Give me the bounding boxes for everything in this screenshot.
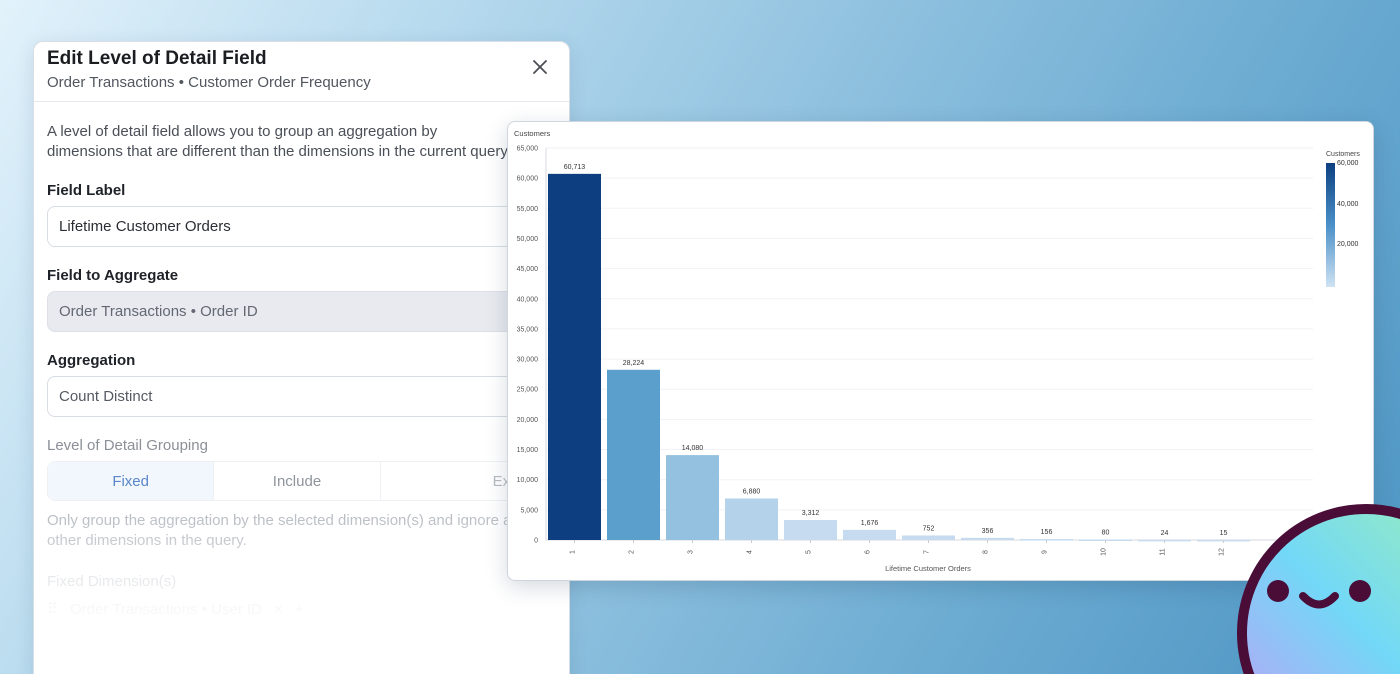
- bar: [1020, 539, 1073, 541]
- svg-text:50,000: 50,000: [517, 236, 539, 243]
- grouping-heading: Level of Detail Grouping: [47, 437, 208, 454]
- y-axis-title: Customers: [514, 129, 551, 138]
- fixed-dimensions-row: ⠿ Order Transactions • User ID × +: [47, 600, 556, 619]
- svg-text:8: 8: [983, 550, 990, 554]
- svg-text:3,312: 3,312: [802, 510, 820, 517]
- svg-text:15,000: 15,000: [517, 447, 539, 454]
- grouping-segmented-control: Fixed Include Exclude: [47, 461, 547, 501]
- svg-text:45,000: 45,000: [517, 266, 539, 273]
- legend-title: Customers: [1326, 151, 1360, 158]
- svg-text:2: 2: [629, 550, 636, 554]
- drag-handle-icon[interactable]: ⠿: [47, 601, 58, 618]
- svg-text:5: 5: [806, 550, 813, 554]
- field-label-input[interactable]: Lifetime Customer Orders: [47, 206, 547, 247]
- bar: [843, 529, 896, 540]
- dialog-subtitle: Order Transactions • Customer Order Freq…: [47, 74, 371, 91]
- svg-text:1,676: 1,676: [861, 520, 879, 527]
- svg-text:6: 6: [865, 550, 872, 554]
- svg-text:65,000: 65,000: [517, 146, 539, 153]
- bar: [902, 535, 955, 540]
- bar: [666, 455, 719, 540]
- svg-text:11: 11: [1160, 548, 1167, 555]
- field-to-aggregate-input: Order Transactions • Order ID: [47, 291, 547, 332]
- bar-chart: Customers 0 5,000 10,000 15,000 20,000 25,000 3…: [514, 129, 1360, 573]
- chart-preview-card: Customers 0 5,000 10,000 15,000 20,000 25,000 3…: [507, 121, 1374, 581]
- smiley-mascot-icon: [1237, 504, 1400, 674]
- svg-text:3: 3: [688, 550, 695, 554]
- svg-text:12: 12: [1219, 548, 1226, 556]
- aggregation-select[interactable]: Count Distinct: [47, 376, 547, 417]
- field-label-heading: Field Label: [47, 182, 126, 199]
- dimension-chip[interactable]: Order Transactions • User ID: [70, 600, 262, 618]
- svg-text:356: 356: [982, 528, 994, 535]
- svg-text:6,880: 6,880: [743, 489, 761, 496]
- dialog-body: A level of detail field allows you to gr…: [34, 102, 569, 618]
- svg-text:1: 1: [570, 550, 577, 554]
- edit-lod-field-dialog: Edit Level of Detail Field Order Transac…: [33, 41, 570, 674]
- remove-chip-icon[interactable]: ×: [273, 600, 283, 618]
- svg-text:40,000: 40,000: [1337, 201, 1359, 208]
- bar: [725, 498, 778, 540]
- aggregation-heading: Aggregation: [47, 352, 136, 369]
- svg-text:55,000: 55,000: [517, 206, 539, 213]
- svg-text:15: 15: [1220, 530, 1228, 537]
- svg-text:10: 10: [1101, 548, 1108, 556]
- svg-text:80: 80: [1102, 530, 1110, 537]
- svg-text:0: 0: [534, 538, 538, 545]
- close-button[interactable]: [529, 56, 551, 78]
- svg-text:14,080: 14,080: [682, 445, 704, 452]
- dialog-description: A level of detail field allows you to gr…: [47, 123, 511, 160]
- svg-text:28,224: 28,224: [623, 360, 645, 367]
- dialog-title: Edit Level of Detail Field: [47, 48, 267, 69]
- bar: [548, 173, 601, 540]
- grouping-option-fixed[interactable]: Fixed: [48, 462, 215, 500]
- color-legend: [1326, 163, 1335, 287]
- svg-text:9: 9: [1042, 550, 1049, 554]
- grouping-help-text: Only group the aggregation by the select…: [47, 512, 528, 549]
- dialog-header: Edit Level of Detail Field Order Transac…: [34, 42, 569, 102]
- svg-text:7: 7: [924, 550, 931, 554]
- svg-text:10,000: 10,000: [517, 477, 539, 484]
- close-icon: [533, 60, 547, 74]
- field-to-aggregate-heading: Field to Aggregate: [47, 267, 179, 284]
- bar: [961, 537, 1014, 540]
- svg-text:752: 752: [923, 525, 935, 532]
- svg-text:30,000: 30,000: [517, 357, 539, 364]
- bar: [784, 520, 837, 540]
- svg-text:20,000: 20,000: [1337, 241, 1359, 248]
- fixed-dimensions-heading: Fixed Dimension(s): [47, 573, 177, 590]
- svg-text:40,000: 40,000: [517, 296, 539, 303]
- svg-text:24: 24: [1161, 530, 1169, 537]
- svg-text:60,000: 60,000: [1337, 160, 1359, 167]
- svg-text:5,000: 5,000: [520, 507, 538, 514]
- plus-icon[interactable]: +: [294, 600, 304, 618]
- x-axis-title: Lifetime Customer Orders: [885, 564, 971, 573]
- grouping-option-include[interactable]: Include: [214, 462, 381, 500]
- svg-text:156: 156: [1041, 529, 1053, 536]
- svg-text:4: 4: [747, 550, 754, 554]
- svg-text:60,713: 60,713: [564, 164, 586, 171]
- svg-text:60,000: 60,000: [517, 176, 539, 183]
- svg-text:20,000: 20,000: [517, 417, 539, 424]
- svg-text:25,000: 25,000: [517, 387, 539, 394]
- svg-text:35,000: 35,000: [517, 326, 539, 333]
- bar: [607, 369, 660, 540]
